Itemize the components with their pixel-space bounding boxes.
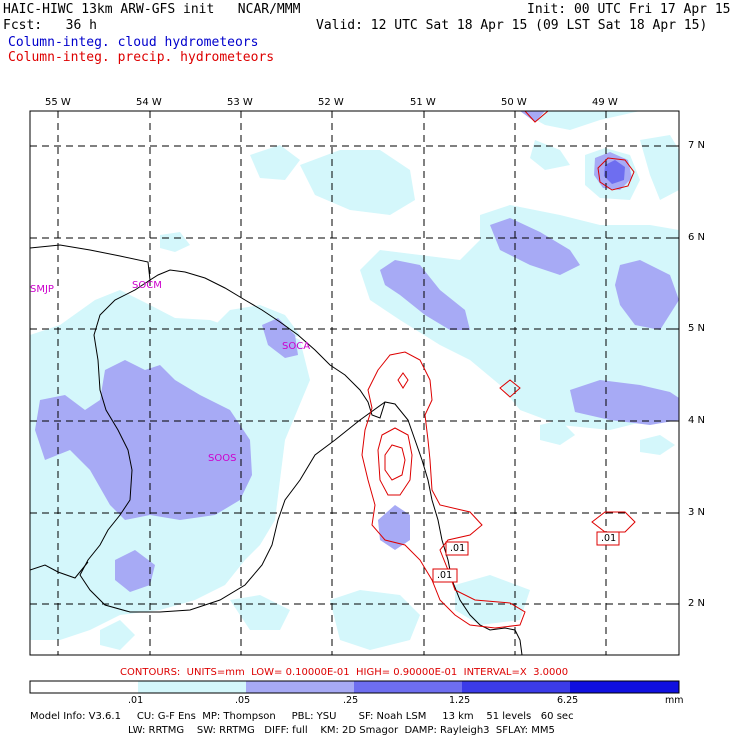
init-time: Init: 00 UTC Fri 17 Apr 15 bbox=[527, 2, 731, 17]
contour-value-label: .01 bbox=[450, 543, 466, 554]
contour-value-label: .01 bbox=[437, 570, 453, 581]
valid-time: Valid: 12 UTC Sat 18 Apr 15 (09 LST Sat … bbox=[316, 18, 708, 33]
coastline bbox=[30, 244, 523, 655]
field-precip-label: Column-integ. precip. hydrometeors bbox=[8, 50, 275, 65]
lon-label: 51 W bbox=[410, 97, 436, 108]
lon-label: 53 W bbox=[227, 97, 253, 108]
contour-info: CONTOURS: UNITS=mm LOW= 0.10000E-01 HIGH… bbox=[120, 667, 569, 678]
contour-value-label: .01 bbox=[601, 533, 617, 544]
lat-label: 3 N bbox=[688, 507, 706, 518]
colorbar-label: .05 bbox=[235, 695, 251, 706]
colorbar-label: 6.25 bbox=[557, 695, 579, 706]
colorbar-label: .01 bbox=[128, 695, 144, 706]
lat-label: 7 N bbox=[688, 140, 706, 151]
field-cloud-label: Column-integ. cloud hydrometeors bbox=[8, 35, 259, 50]
lat-label: 4 N bbox=[688, 415, 706, 426]
station-soca: SOCA bbox=[282, 341, 311, 352]
lon-label: 50 W bbox=[501, 97, 527, 108]
colorbar-label: 1.25 bbox=[449, 695, 471, 706]
lat-label: 5 N bbox=[688, 323, 706, 334]
model-physics: LW: RRTMG SW: RRTMG DIFF: full KM: 2D Sm… bbox=[128, 725, 555, 736]
lat-lon-grid bbox=[30, 111, 679, 655]
colorbar-label: .25 bbox=[343, 695, 359, 706]
station-socm: SOCM bbox=[132, 280, 162, 291]
model-info: Model Info: V3.6.1 CU: G-F Ens MP: Thomp… bbox=[30, 711, 574, 722]
model-title: HAIC-HIWC 13km ARW-GFS init NCAR/MMM bbox=[3, 2, 301, 17]
lon-label: 52 W bbox=[318, 97, 344, 108]
station-smjp: SMJP bbox=[30, 284, 54, 295]
lat-label: 2 N bbox=[688, 598, 706, 609]
lon-label: 49 W bbox=[592, 97, 618, 108]
station-soos: SOOS bbox=[208, 453, 237, 464]
cloud-core-west bbox=[35, 360, 252, 520]
lon-label: 54 W bbox=[136, 97, 162, 108]
forecast-hour: Fcst: 36 h bbox=[3, 18, 97, 33]
lon-label: 55 W bbox=[45, 97, 71, 108]
colorbar-unit: mm bbox=[665, 695, 684, 706]
lat-label: 6 N bbox=[688, 232, 706, 243]
